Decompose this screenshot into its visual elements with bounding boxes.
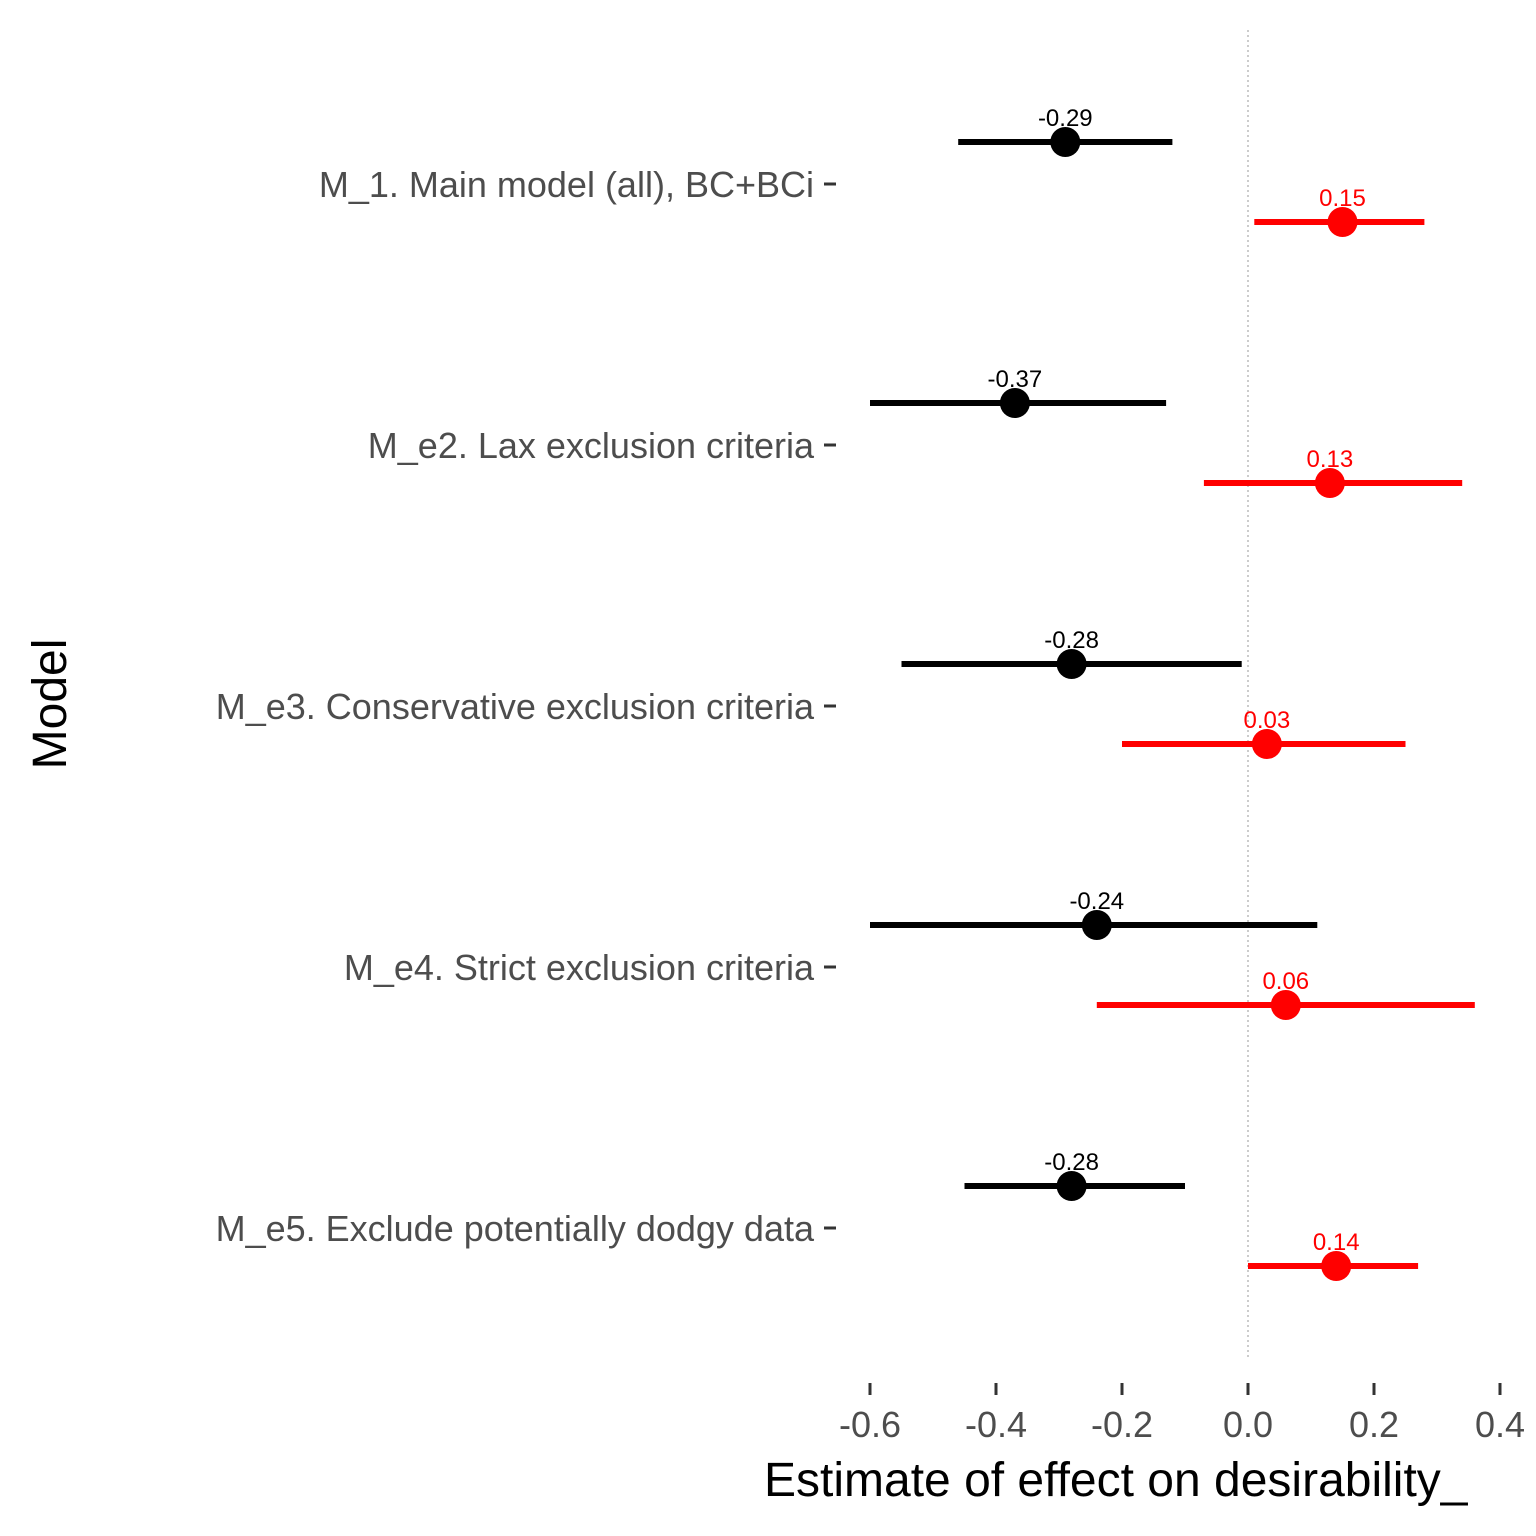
data-label: 0.14 [1313, 1229, 1360, 1256]
x-tick-label: -0.6 [839, 1404, 901, 1445]
estimate-point [999, 388, 1030, 418]
x-axis: -0.6 -0.4 -0.2 0.0 0.2 0.4 [839, 1383, 1525, 1445]
y-axis-title: Model [24, 639, 77, 770]
category-label: M_e2. Lax exclusion criteria [368, 425, 815, 466]
estimate-point [1056, 1171, 1087, 1201]
data-label: 0.13 [1307, 446, 1354, 473]
category-label: M_e3. Conservative exclusion criteria [216, 686, 815, 727]
data-marks: -0.29 -0.37 -0.28 -0.24 -0.28 0.15 0.13 0.03 0.0… [870, 105, 1475, 1281]
estimate-point [1251, 729, 1282, 759]
x-tick-label: -0.4 [965, 1404, 1027, 1445]
x-tick-label: 0.2 [1349, 1404, 1399, 1445]
estimate-point [1270, 990, 1301, 1020]
estimate-point [1056, 649, 1087, 679]
x-tick-label: 0.0 [1223, 1404, 1273, 1445]
x-axis-title: Estimate of effect on desirability_ [764, 1454, 1469, 1507]
category-label: M_1. Main model (all), BC+BCi [319, 164, 814, 205]
data-label: -0.28 [1044, 627, 1099, 654]
data-label: -0.29 [1038, 105, 1093, 132]
x-tick-label: 0.4 [1475, 1404, 1525, 1445]
category-label: M_e4. Strict exclusion criteria [344, 947, 815, 988]
estimate-point [1081, 910, 1112, 940]
data-label: -0.28 [1044, 1149, 1099, 1176]
data-label: 0.03 [1244, 707, 1291, 734]
estimate-point [1050, 127, 1081, 157]
data-label: 0.06 [1262, 968, 1309, 995]
x-tick-label: -0.2 [1091, 1404, 1153, 1445]
data-label: -0.24 [1069, 888, 1124, 915]
y-axis: M_1. Main model (all), BC+BCi M_e2. Lax e… [216, 164, 836, 1249]
estimate-point [1321, 1251, 1352, 1281]
data-label: 0.15 [1319, 185, 1366, 212]
category-label: M_e5. Exclude potentially dodgy data [216, 1208, 815, 1249]
data-label: -0.37 [988, 366, 1043, 393]
estimate-point [1327, 207, 1358, 237]
estimate-point [1314, 468, 1345, 498]
